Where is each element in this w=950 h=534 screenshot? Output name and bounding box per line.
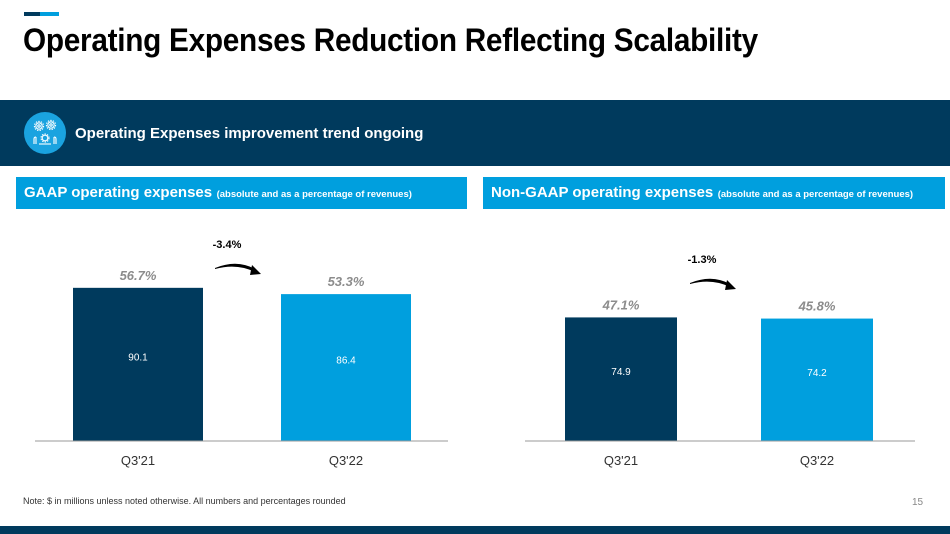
- footnote: Note: $ in millions unless noted otherwi…: [23, 496, 346, 506]
- percent-of-revenue-label: 53.3%: [328, 274, 365, 289]
- x-tick-label: Q3'21: [121, 453, 155, 468]
- gears-people-icon: [24, 112, 66, 154]
- change-label: -1.3%: [688, 254, 717, 266]
- footer-bar: [0, 526, 950, 534]
- bar-value-label: 74.9: [611, 367, 631, 378]
- change-label: -3.4%: [213, 239, 242, 251]
- bar-Q322: [761, 318, 873, 441]
- change-arrow-icon: [690, 278, 730, 287]
- gaap-section-title: GAAP operating expenses: [24, 184, 213, 201]
- percent-of-revenue-label: 56.7%: [120, 268, 157, 283]
- accent-navy: [24, 12, 40, 16]
- accent-blue: [40, 12, 59, 16]
- page-number: 15: [912, 497, 924, 508]
- percent-of-revenue-label: 47.1%: [602, 297, 640, 312]
- change-arrowhead: [725, 280, 736, 290]
- gaap-section-subtitle: (absolute and as a percentage of revenue…: [216, 189, 412, 200]
- non-gaap-section-title: Non-GAAP operating expenses: [491, 184, 714, 201]
- percent-of-revenue-label: 45.8%: [798, 299, 836, 314]
- x-tick-label: Q3'22: [329, 453, 363, 468]
- change-arrowhead: [250, 265, 261, 275]
- gaap-opex-chart: 90.1 56.7% Q3'21 86.4 53.3% Q3'22 -3.4%: [35, 239, 448, 468]
- bar-Q321: [565, 317, 677, 441]
- bar-Q322: [281, 294, 411, 441]
- non-gaap-opex-chart: 74.9 47.1% Q3'21 74.2 45.8% Q3'22 -1.3%: [525, 254, 915, 468]
- title-accent-bar: [24, 12, 59, 16]
- bar-value-label: 86.4: [336, 356, 356, 367]
- change-arrow-icon: [215, 263, 255, 272]
- bar-value-label: 74.2: [807, 368, 827, 379]
- bar-value-label: 90.1: [128, 352, 148, 363]
- banner-text: Operating Expenses improvement trend ong…: [75, 125, 424, 142]
- x-tick-label: Q3'21: [604, 453, 638, 468]
- gaap-section-header: GAAP operating expenses (absolute and as…: [16, 177, 467, 209]
- key-message-banner: Operating Expenses improvement trend ong…: [0, 100, 950, 166]
- x-tick-label: Q3'22: [800, 453, 834, 468]
- non-gaap-section-header: Non-GAAP operating expenses (absolute an…: [483, 177, 945, 209]
- page-title: Operating Expenses Reduction Reflecting …: [23, 22, 758, 58]
- bar-Q321: [73, 287, 203, 441]
- non-gaap-section-subtitle: (absolute and as a percentage of revenue…: [717, 189, 914, 200]
